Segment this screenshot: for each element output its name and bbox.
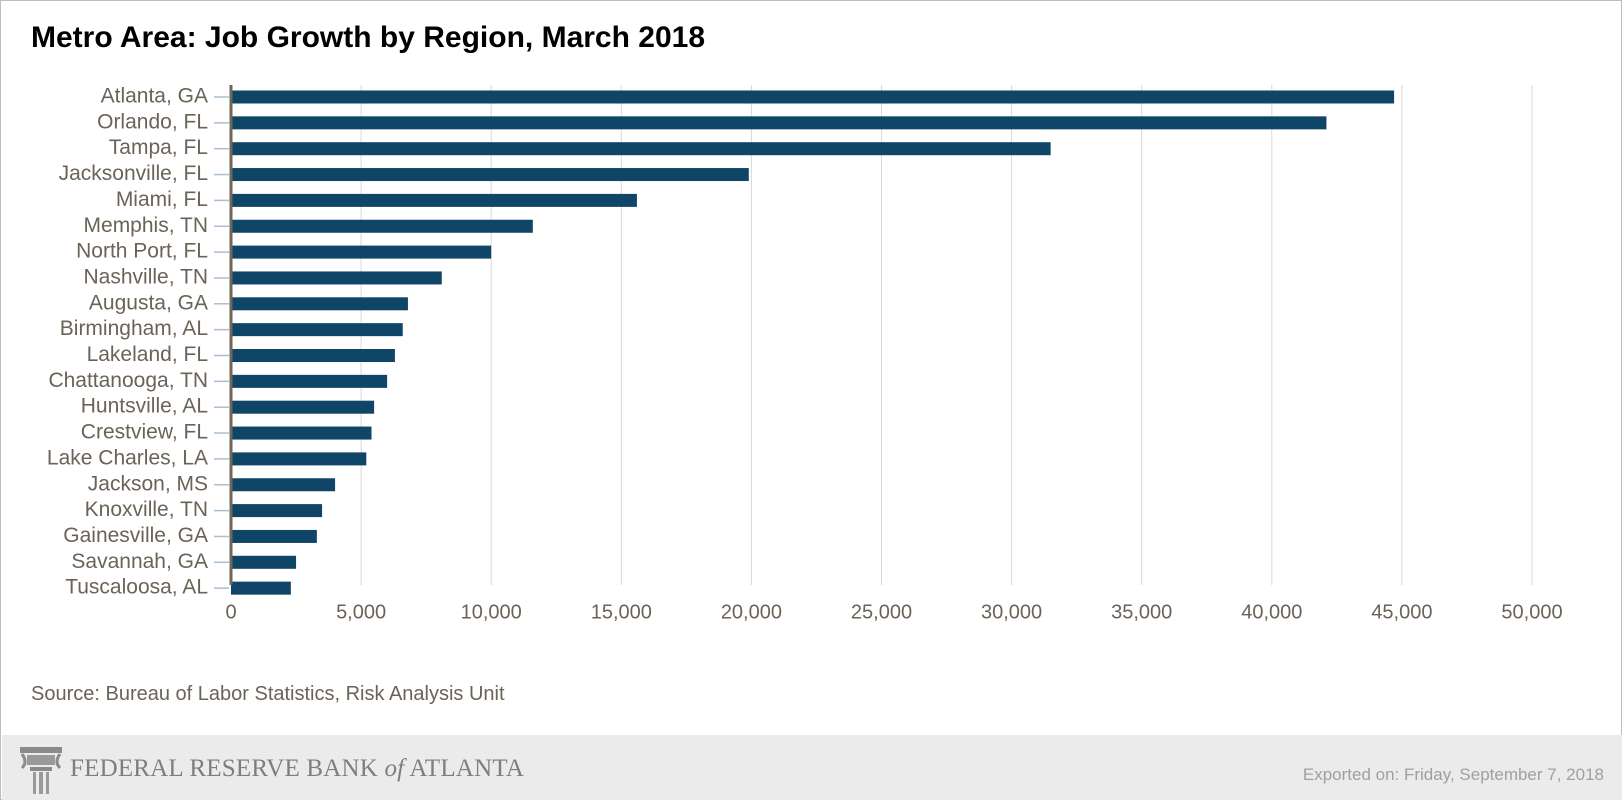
category-label: Memphis, TN [84,214,208,237]
source-note: Source: Bureau of Labor Statistics, Risk… [31,683,505,705]
column-capital-icon [20,747,62,794]
bar [231,323,403,337]
export-date: Exported on: Friday, September 7, 2018 [1302,765,1604,784]
category-label: Huntsville, AL [81,395,208,418]
category-label: Gainesville, GA [63,524,208,547]
x-tick-label: 35,000 [1111,601,1172,623]
bar [231,116,1327,130]
x-tick-label: 50,000 [1501,601,1562,623]
category-label: Knoxville, TN [85,498,208,521]
bar [231,349,395,362]
bar [231,297,408,311]
bar [231,400,375,414]
axis-labels: 0 5,000 10,000 15,000 20,000 25,000 30,000 35,0… [47,85,1563,624]
category-label: Lake Charles, LA [47,446,208,469]
bar [231,478,336,492]
bars [231,90,1395,595]
x-tick-label: 0 [225,601,236,623]
x-tick-label: 10,000 [461,601,522,623]
bar [231,504,323,518]
category-label: Tuscaloosa, AL [65,576,208,599]
category-label: North Port, FL [76,240,208,263]
bar [231,219,533,233]
x-tick-label: 45,000 [1371,601,1432,623]
category-label: Tampa, FL [109,136,208,159]
category-label: Crestview, FL [81,421,208,444]
category-label: Lakeland, FL [87,343,208,366]
footer-bar: FEDERAL RESERVE BANK of ATLANTA Exported… [2,735,1622,800]
category-label: Savannah, GA [71,550,208,573]
bar [231,426,372,440]
bar [231,452,367,466]
bar [231,374,388,388]
bar [231,245,492,259]
bar [231,193,637,207]
category-label: Miami, FL [116,188,208,211]
category-label: Nashville, TN [84,265,208,288]
category-label: Chattanooga, TN [48,369,208,392]
category-label: Jackson, MS [88,472,208,495]
category-label: Birmingham, AL [60,317,208,340]
x-tick-label: 30,000 [981,601,1042,623]
bar [231,90,1395,104]
x-tick-label: 5,000 [336,601,386,623]
x-tick-label: 40,000 [1241,601,1302,623]
x-tick-label: 25,000 [851,601,912,623]
bar [231,168,749,182]
axes [214,85,233,589]
bar [231,555,297,569]
x-tick-label: 15,000 [591,601,652,623]
category-label: Jacksonville, FL [59,162,208,185]
category-label: Orlando, FL [97,110,208,133]
category-label: Augusta, GA [89,291,208,314]
bar [231,581,291,595]
federal-reserve-logo-text: FEDERAL RESERVE BANK of ATLANTA [70,755,525,782]
chart-title: Metro Area: Job Growth by Region, March … [31,21,706,54]
grid-lines [360,85,1533,585]
bar [231,142,1051,156]
bar [231,529,317,543]
x-tick-label: 20,000 [721,601,782,623]
bar [231,271,442,285]
category-label: Atlanta, GA [101,85,208,108]
